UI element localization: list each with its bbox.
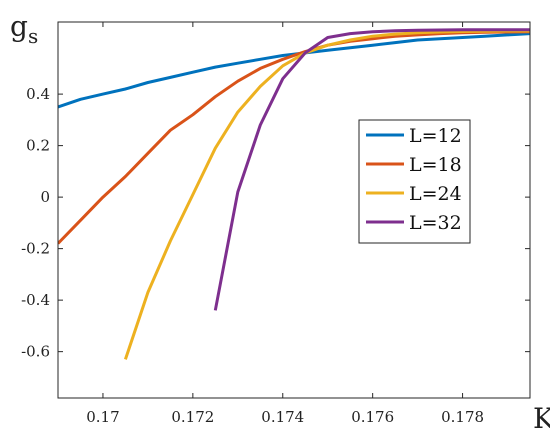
legend-entry: L=18 [409, 154, 462, 176]
y-tick-label: 0.2 [26, 137, 50, 155]
series-line-l-32 [213, 28, 530, 311]
y-tick-label: 0.4 [26, 85, 50, 103]
series-line-l-24 [123, 29, 530, 360]
x-axis-ticks: 0.17 0.172 0.174 0.176 0.178 [86, 22, 484, 426]
x-tick-label: 0.17 [86, 408, 119, 426]
y-tick-label: -0.2 [21, 240, 50, 258]
series-layer [58, 28, 530, 360]
x-axis-label: K [533, 402, 550, 435]
y-tick-label: 0 [40, 188, 50, 206]
x-tick-label: 0.172 [171, 408, 214, 426]
legend-entry: L=12 [409, 125, 462, 147]
y-tick-label: -0.6 [21, 343, 50, 361]
y-axis-label-main: g [10, 10, 28, 43]
legend: L=12 L=18 L=24 L=32 [358, 119, 471, 244]
y-axis-label: gs [10, 10, 38, 48]
y-axis-ticks: -0.6 -0.4 -0.2 0 0.2 0.4 [21, 85, 530, 361]
legend-entry: L=32 [409, 212, 462, 234]
x-tick-label: 0.174 [261, 408, 304, 426]
plot-frame [57, 21, 531, 399]
x-tick-label: 0.176 [351, 408, 394, 426]
legend-entry: L=24 [409, 183, 462, 205]
x-tick-label: 0.178 [441, 408, 484, 426]
y-tick-label: -0.4 [21, 291, 50, 309]
y-axis-label-subscript: s [28, 24, 38, 48]
